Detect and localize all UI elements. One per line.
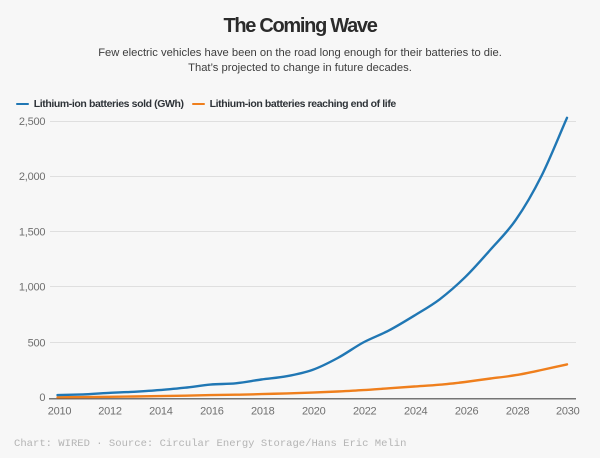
svg-text:2018: 2018 <box>251 405 275 417</box>
svg-text:0: 0 <box>39 392 45 404</box>
svg-text:2026: 2026 <box>455 405 479 417</box>
svg-text:2028: 2028 <box>506 405 530 417</box>
svg-text:2020: 2020 <box>302 405 326 417</box>
svg-text:2030: 2030 <box>556 405 580 417</box>
svg-text:2016: 2016 <box>200 405 224 417</box>
svg-text:2012: 2012 <box>98 405 122 417</box>
svg-text:500: 500 <box>28 337 46 349</box>
svg-text:2014: 2014 <box>149 405 173 417</box>
svg-text:2022: 2022 <box>353 405 377 417</box>
svg-text:2,000: 2,000 <box>19 171 45 183</box>
svg-text:2,500: 2,500 <box>19 116 45 128</box>
svg-text:1,000: 1,000 <box>19 282 45 294</box>
svg-text:2024: 2024 <box>404 405 428 417</box>
svg-text:2010: 2010 <box>48 405 72 417</box>
svg-text:1,500: 1,500 <box>19 227 45 239</box>
